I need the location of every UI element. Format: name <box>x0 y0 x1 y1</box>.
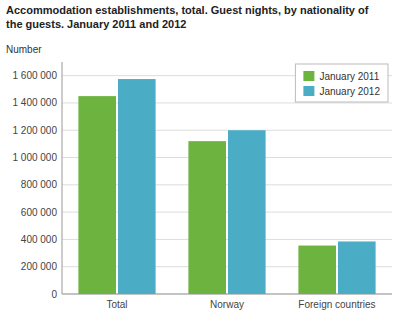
x-tick-label: Total <box>106 299 127 310</box>
legend-label: January 2011 <box>319 71 379 82</box>
bar <box>118 79 156 294</box>
bar <box>298 246 336 294</box>
y-tick-label: 0 <box>51 289 57 300</box>
title: the guests. January 2011 and 2012 <box>6 18 186 30</box>
legend-swatch <box>303 86 314 96</box>
bar <box>188 141 226 294</box>
y-axis-line <box>62 62 63 294</box>
x-tick-label: Foreign countries <box>298 299 375 310</box>
background <box>0 0 400 320</box>
bar <box>338 241 376 294</box>
x-tick-label: Norway <box>210 299 244 310</box>
y-tick-label: 200 000 <box>21 261 58 272</box>
bar <box>228 130 266 294</box>
y-tick-label: 800 000 <box>21 179 58 190</box>
y-tick-label: 1 000 000 <box>13 152 58 163</box>
legend-frame <box>295 64 388 102</box>
chart-container: Accommodation establishments, total. Gue… <box>0 0 400 320</box>
y-tick-label: 1 200 000 <box>13 125 58 136</box>
x-ticks: Total Norway Foreign countries <box>106 299 375 310</box>
bars <box>78 79 375 294</box>
legend-swatch <box>303 71 314 81</box>
bar <box>78 96 116 294</box>
y-tick-label: 1 400 000 <box>13 97 58 108</box>
chart-svg: Accommodation establishments, total. Gue… <box>0 0 400 320</box>
grid <box>62 76 392 294</box>
y-axis-label: Number <box>6 44 42 55</box>
y-ticks: 0 200 000 400 000 600 000 800 000 1 000 000 1 … <box>13 70 58 299</box>
title: Accommodation establishments, total. Gue… <box>6 4 369 16</box>
y-tick-label: 400 000 <box>21 234 58 245</box>
legend: January 2011 January 2012 <box>295 64 388 102</box>
y-tick-label: 600 000 <box>21 207 58 218</box>
y-tick-label: 1 600 000 <box>13 70 58 81</box>
legend-label: January 2012 <box>319 86 380 97</box>
